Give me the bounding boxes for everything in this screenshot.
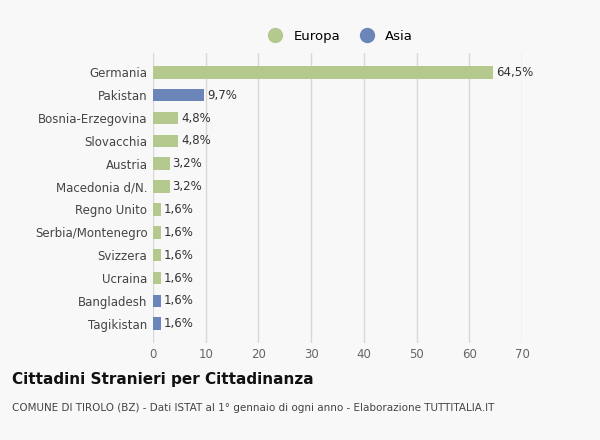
Text: 1,6%: 1,6% xyxy=(164,271,194,285)
Text: 1,6%: 1,6% xyxy=(164,317,194,330)
Text: 3,2%: 3,2% xyxy=(173,157,202,170)
Bar xyxy=(153,89,204,102)
Text: COMUNE DI TIROLO (BZ) - Dati ISTAT al 1° gennaio di ogni anno - Elaborazione TUT: COMUNE DI TIROLO (BZ) - Dati ISTAT al 1°… xyxy=(12,403,494,413)
Bar xyxy=(153,317,161,330)
Bar xyxy=(153,66,493,79)
Bar xyxy=(153,180,170,193)
Text: 64,5%: 64,5% xyxy=(496,66,533,79)
Bar xyxy=(153,203,161,216)
Bar xyxy=(153,249,161,261)
Text: 1,6%: 1,6% xyxy=(164,249,194,262)
Legend: Europa, Asia: Europa, Asia xyxy=(257,25,418,48)
Bar xyxy=(153,272,161,284)
Text: 1,6%: 1,6% xyxy=(164,226,194,239)
Text: 1,6%: 1,6% xyxy=(164,203,194,216)
Bar xyxy=(153,226,161,238)
Text: 4,8%: 4,8% xyxy=(181,111,211,125)
Text: 9,7%: 9,7% xyxy=(207,88,236,102)
Bar xyxy=(153,158,170,170)
Text: Cittadini Stranieri per Cittadinanza: Cittadini Stranieri per Cittadinanza xyxy=(12,372,314,387)
Text: 3,2%: 3,2% xyxy=(173,180,202,193)
Bar xyxy=(153,294,161,307)
Bar xyxy=(153,112,178,124)
Text: 4,8%: 4,8% xyxy=(181,134,211,147)
Bar xyxy=(153,135,178,147)
Text: 1,6%: 1,6% xyxy=(164,294,194,308)
